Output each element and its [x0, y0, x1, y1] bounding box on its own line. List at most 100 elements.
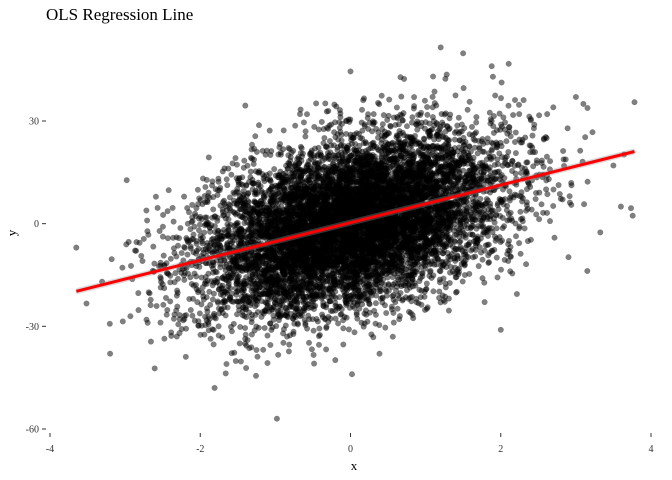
data-point	[133, 239, 140, 246]
data-point	[108, 256, 115, 263]
data-point	[196, 310, 203, 317]
data-point	[209, 182, 216, 189]
data-point	[517, 208, 524, 215]
data-point	[242, 325, 249, 332]
data-point	[498, 95, 505, 102]
data-point	[431, 88, 438, 95]
data-point	[481, 247, 488, 254]
data-point	[338, 311, 345, 318]
data-point	[187, 307, 194, 314]
data-point	[280, 330, 287, 337]
data-point	[538, 157, 545, 164]
data-point	[138, 252, 145, 259]
data-point	[523, 207, 530, 214]
data-point	[543, 153, 550, 160]
data-point	[173, 333, 180, 340]
data-point	[527, 236, 534, 243]
data-point	[215, 332, 222, 339]
data-point	[521, 225, 528, 232]
data-point	[547, 218, 554, 225]
data-point	[292, 122, 299, 129]
data-point	[127, 313, 134, 320]
data-points	[73, 44, 638, 422]
data-point	[499, 225, 506, 232]
data-point	[327, 307, 334, 314]
data-point	[516, 111, 523, 118]
data-point	[512, 150, 519, 157]
data-point	[254, 353, 261, 360]
data-point	[419, 273, 426, 280]
data-point	[564, 125, 571, 132]
data-point	[237, 324, 244, 331]
data-point	[322, 100, 329, 107]
data-point	[232, 358, 239, 365]
data-point	[189, 312, 196, 319]
data-point	[550, 202, 557, 209]
chart-title: OLS Regression Line	[46, 5, 193, 24]
data-point	[512, 96, 519, 103]
data-point	[584, 268, 591, 275]
data-point	[123, 177, 130, 184]
data-point	[190, 282, 197, 289]
data-point	[544, 191, 551, 198]
data-point	[311, 123, 318, 130]
data-point	[164, 235, 171, 242]
data-point	[174, 289, 181, 296]
data-point	[520, 97, 527, 104]
data-point	[519, 136, 526, 143]
data-point	[178, 249, 185, 256]
data-point	[181, 193, 188, 200]
data-point	[354, 315, 361, 322]
data-point	[165, 187, 172, 194]
data-point	[506, 237, 513, 244]
data-point	[359, 106, 366, 113]
data-point	[248, 146, 255, 153]
data-point	[167, 255, 174, 262]
data-point	[351, 329, 358, 336]
data-point	[411, 94, 418, 101]
data-point	[210, 341, 217, 348]
data-point	[452, 92, 459, 99]
data-point	[409, 114, 416, 121]
data-point	[496, 110, 503, 117]
data-point	[202, 183, 209, 190]
data-point	[378, 92, 385, 99]
data-point	[345, 326, 352, 333]
data-point	[153, 303, 160, 310]
data-point	[469, 123, 476, 130]
data-point	[343, 130, 350, 137]
data-point	[182, 353, 189, 360]
data-point	[252, 133, 259, 140]
data-point	[394, 305, 401, 312]
data-point	[232, 155, 239, 162]
data-point	[160, 301, 167, 308]
data-point	[424, 103, 431, 110]
data-point	[150, 243, 157, 250]
data-point	[336, 124, 343, 131]
data-point	[227, 323, 234, 330]
data-point	[382, 302, 389, 309]
data-point	[492, 92, 499, 99]
data-point	[566, 193, 573, 200]
data-point	[241, 157, 248, 164]
data-point	[144, 217, 151, 224]
data-point	[486, 109, 493, 116]
data-point	[489, 73, 496, 80]
data-point	[267, 342, 274, 349]
data-point	[135, 307, 142, 314]
data-point	[228, 350, 235, 357]
data-point	[332, 357, 339, 364]
data-point	[503, 138, 510, 145]
data-point	[390, 319, 397, 326]
data-point	[266, 127, 273, 134]
data-point	[523, 261, 530, 268]
data-point	[271, 166, 278, 173]
data-point	[173, 253, 180, 260]
data-point	[386, 96, 393, 103]
data-point	[589, 129, 596, 136]
data-point	[135, 290, 142, 297]
data-point	[139, 258, 146, 265]
data-point	[584, 178, 591, 185]
data-point	[311, 360, 318, 367]
data-point	[157, 319, 164, 326]
